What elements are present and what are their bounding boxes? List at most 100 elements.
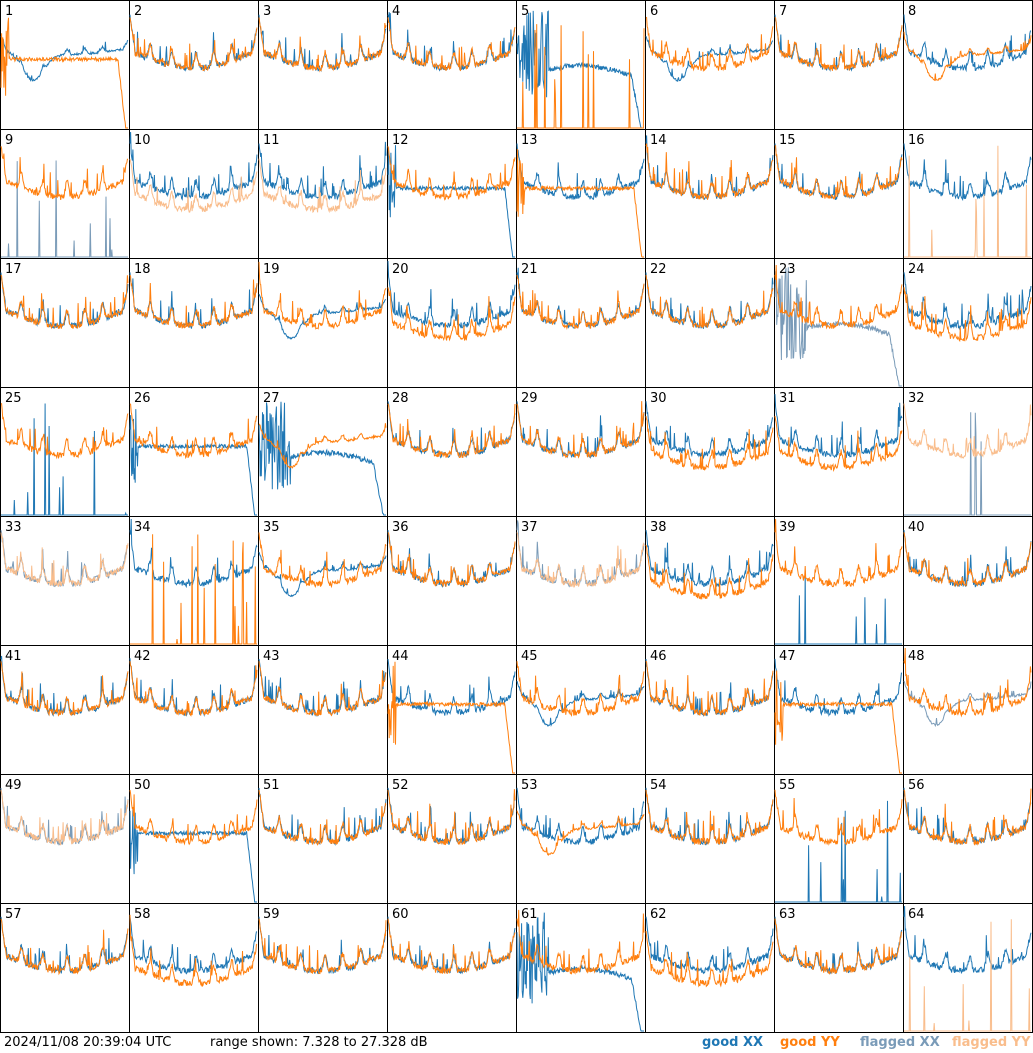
yy-series-line (129, 661, 258, 717)
xx-series-line (516, 143, 645, 201)
panel-9: 9 (0, 129, 130, 259)
panel-label: 27 (263, 391, 280, 406)
panel-label: 12 (392, 133, 409, 148)
panel-39: 39 (774, 516, 904, 646)
panel-label: 48 (908, 649, 925, 664)
panel-52: 52 (387, 774, 517, 904)
panel-label: 18 (134, 262, 151, 277)
yy-series-line (0, 403, 129, 460)
panel-20: 20 (387, 258, 517, 388)
xx-series-line (258, 141, 387, 201)
yy-series-line (258, 261, 387, 330)
panel-36: 36 (387, 516, 517, 646)
legend-flagged-yy: flagged YY (952, 1035, 1031, 1050)
yy-series-line (645, 789, 774, 846)
panel-label: 26 (134, 391, 151, 406)
xx-series-line (645, 530, 774, 588)
xx-series-line (258, 293, 387, 340)
yy-series-line (774, 518, 903, 588)
panel-label: 47 (779, 649, 796, 664)
panel-24: 24 (903, 258, 1033, 388)
panel-14: 14 (645, 129, 775, 259)
xx-series-line (129, 658, 258, 717)
panel-label: 10 (134, 133, 151, 148)
panel-32: 32 (903, 387, 1033, 517)
panel-frame (645, 129, 775, 259)
panel-44: 44 (387, 645, 517, 775)
panel-8: 8 (903, 0, 1033, 130)
yy-series-line (0, 918, 129, 976)
xx-series-line (645, 36, 773, 83)
panel-label: 64 (908, 907, 925, 922)
panel-frame (387, 774, 517, 904)
yy-series-line (903, 532, 1032, 588)
xx-series-line (129, 518, 258, 589)
panel-2: 2 (129, 0, 259, 130)
xx-series-line (258, 551, 387, 598)
yy-series-line (516, 661, 645, 718)
yy-series-line (903, 647, 1032, 718)
yy-series-line (517, 24, 645, 129)
panel-label: 28 (392, 391, 409, 406)
panel-label: 56 (908, 778, 925, 793)
panel-label: 19 (263, 262, 280, 277)
panel-label: 34 (134, 520, 151, 535)
xx-series-line (387, 145, 515, 258)
panel-23: 23 (774, 258, 904, 388)
panel-label: 40 (908, 520, 925, 535)
panel-label: 30 (650, 391, 667, 406)
yy-series-line (516, 401, 645, 459)
panel-label: 39 (779, 520, 796, 535)
timestamp: 2024/11/08 20:39:04 UTC (4, 1035, 172, 1050)
xx-series-line (903, 14, 1031, 73)
panel-label: 33 (5, 520, 22, 535)
legend-flagged-xx: flagged XX (860, 1035, 940, 1050)
yy-series-line (387, 17, 516, 72)
panel-1: 1 (0, 0, 130, 130)
yy-series-line (130, 534, 257, 645)
panel-frame (0, 774, 130, 904)
yy-series-line (387, 146, 516, 201)
panel-55: 55 (774, 774, 904, 904)
panel-label: 8 (908, 4, 916, 19)
panel-label: 38 (650, 520, 667, 535)
panel-47: 47 (774, 645, 904, 775)
panel-label: 32 (908, 391, 925, 406)
yy-series-line (258, 532, 387, 589)
panel-59: 59 (258, 903, 388, 1033)
xx-series-line (0, 916, 129, 974)
panel-label: 57 (5, 907, 22, 922)
panel-label: 20 (392, 262, 409, 277)
xx-series-line (516, 912, 644, 1032)
yy-series-line (774, 670, 902, 774)
yy-series-line (387, 661, 515, 774)
yy-series-line (774, 145, 903, 200)
panel-label: 50 (134, 778, 151, 793)
panel-label: 29 (521, 391, 538, 406)
panel-16: 16 (903, 129, 1033, 259)
xx-series-line (774, 267, 902, 387)
legend-good-yy: good YY (780, 1035, 840, 1050)
panel-30: 30 (645, 387, 775, 517)
panel-18: 18 (129, 258, 259, 388)
panel-label: 52 (392, 778, 409, 793)
panel-label: 60 (392, 907, 409, 922)
panel-27: 27 (258, 387, 388, 517)
panel-60: 60 (387, 903, 517, 1033)
yy-series-line (0, 17, 128, 129)
panel-frame (516, 129, 646, 259)
legend-good-xx: good XX (702, 1035, 764, 1050)
xx-series-line (903, 905, 1032, 975)
panel-53: 53 (516, 774, 646, 904)
yy-series-line (516, 532, 645, 588)
panel-label: 49 (5, 778, 22, 793)
panel-frame (516, 258, 646, 388)
xx-series-line (387, 260, 516, 329)
xx-series-line (258, 14, 387, 73)
panel-frame (129, 258, 259, 388)
panel-frame (516, 774, 646, 904)
panel-label: 61 (521, 907, 538, 922)
yy-series-line (774, 789, 903, 846)
yy-series-line (774, 16, 903, 71)
